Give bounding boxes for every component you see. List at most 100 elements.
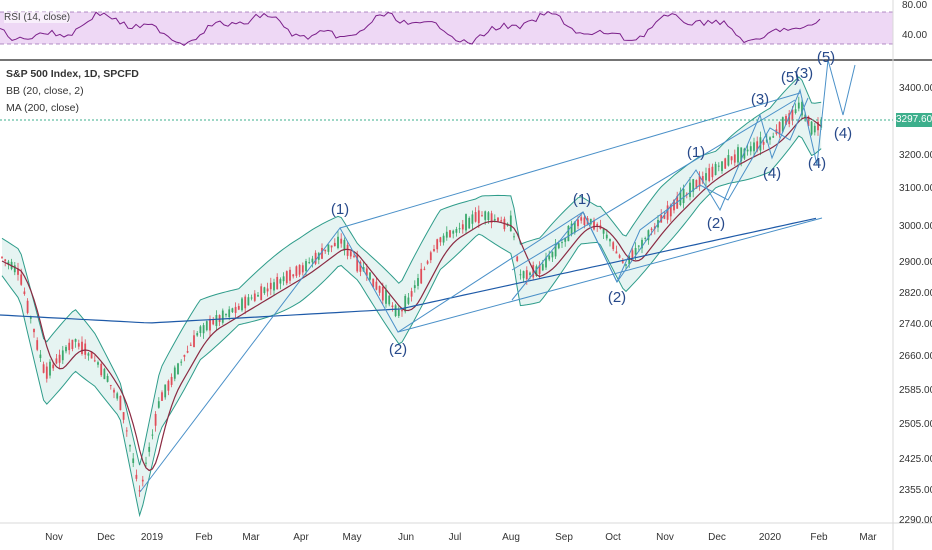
candle-body: [439, 237, 442, 243]
candle-body: [295, 266, 298, 276]
candle-body: [81, 341, 83, 355]
elliott-wave-drawings[interactable]: [139, 59, 856, 493]
candle-body: [705, 173, 707, 181]
candle-body: [545, 257, 547, 268]
candle-body: [276, 276, 279, 290]
candle-body: [199, 326, 202, 334]
candle-body: [573, 221, 576, 233]
price-tick-label: 2820.00: [899, 288, 932, 299]
wave-label: (1): [331, 201, 349, 218]
wave-label: (4): [808, 155, 826, 172]
wave-label: (5): [781, 69, 799, 86]
candle-body: [695, 180, 698, 189]
candle-body: [497, 217, 499, 222]
candle-body: [410, 291, 413, 297]
candle-body: [807, 116, 810, 127]
candle-body: [202, 325, 205, 334]
rsi-tick-label: 80.00: [902, 0, 927, 11]
candle-body: [522, 271, 525, 279]
candle-body: [762, 141, 765, 145]
candle-body: [407, 297, 410, 304]
candle-body: [532, 265, 535, 278]
candle-body: [417, 278, 419, 286]
candle-body: [701, 176, 704, 183]
candle-body: [1, 256, 3, 258]
price-axis[interactable]: 3400.00 3200.00 3100.00 3000.00 2900.00 2820.…: [899, 83, 932, 526]
candle-body: [324, 249, 327, 252]
time-axis[interactable]: Nov Dec 2019 Feb Mar Apr May Jun Jul Aug Sep Oct Nov…: [45, 532, 877, 543]
candle-body: [561, 242, 563, 244]
candle-body: [474, 212, 477, 222]
wave-label: (3): [795, 65, 813, 82]
candle-body: [298, 264, 301, 275]
candle-body: [135, 474, 138, 479]
candle-body: [385, 290, 387, 304]
candle-body: [631, 250, 634, 260]
time-tick-label: Jul: [449, 532, 462, 543]
candle-body: [746, 149, 749, 152]
time-tick-label: Sep: [555, 532, 573, 543]
candle-body: [42, 364, 45, 373]
candle-body: [500, 220, 503, 222]
channel-upper[interactable]: [511, 99, 796, 271]
last-price-tag: 3297.60: [896, 113, 932, 127]
candle-body: [596, 223, 599, 226]
candle-body: [781, 117, 784, 132]
candle-body: [615, 251, 618, 254]
wave-path-2[interactable]: [511, 211, 618, 301]
candle-body: [343, 239, 346, 251]
candle-body: [116, 393, 119, 399]
trendline-lower[interactable]: [397, 217, 823, 333]
indicator-bb-label[interactable]: BB (20, close, 2): [6, 85, 84, 97]
candle-body: [167, 380, 170, 391]
candle-body: [196, 333, 199, 336]
indicator-ma-label[interactable]: MA (200, close): [6, 102, 79, 114]
price-tick-label: 2740.00: [899, 319, 932, 330]
candle-body: [93, 360, 96, 362]
rsi-indicator-label[interactable]: RSI (14, close): [4, 12, 71, 23]
candle-body: [356, 254, 359, 272]
price-tick-label: 2355.00: [899, 485, 932, 496]
trendline-upper[interactable]: [339, 92, 801, 229]
candle-body: [36, 340, 39, 350]
time-tick-label: Nov: [45, 532, 63, 543]
candle-body: [602, 228, 605, 234]
candle-body: [612, 242, 615, 250]
candle-body: [554, 243, 557, 257]
candle-body: [465, 214, 467, 231]
candle-body: [756, 141, 759, 151]
candle-body: [813, 125, 816, 133]
wave-label: (1): [573, 191, 591, 208]
bollinger-upper: [1, 76, 822, 466]
candle-body: [804, 114, 807, 119]
candle-body: [685, 193, 688, 195]
candle-body: [289, 269, 291, 281]
rsi-tick-label: 40.00: [902, 30, 927, 41]
wave-label: (2): [608, 289, 626, 306]
candle-body: [698, 175, 701, 187]
candle-body: [733, 154, 736, 163]
candle-body: [634, 248, 637, 255]
candle-body: [161, 392, 163, 401]
wave-path-1[interactable]: [139, 59, 856, 493]
wave-label: (3): [751, 91, 769, 108]
rsi-panel: [0, 10, 893, 47]
candle-body: [247, 297, 250, 306]
candle-body: [212, 318, 215, 325]
candle-body: [141, 479, 144, 482]
time-tick-label: Dec: [708, 532, 726, 543]
wave-subpath[interactable]: [616, 97, 809, 283]
candle-body: [589, 218, 592, 225]
candle-body: [570, 223, 573, 235]
candle-body: [740, 147, 743, 162]
candle-body: [471, 214, 474, 224]
candle-body: [263, 287, 266, 294]
candle-body: [177, 363, 179, 375]
candle-body: [429, 252, 432, 261]
candle-body: [650, 228, 653, 231]
candle-body: [359, 261, 362, 272]
candle-body: [71, 339, 74, 350]
candle-body: [737, 147, 739, 163]
candle-body: [109, 384, 112, 386]
